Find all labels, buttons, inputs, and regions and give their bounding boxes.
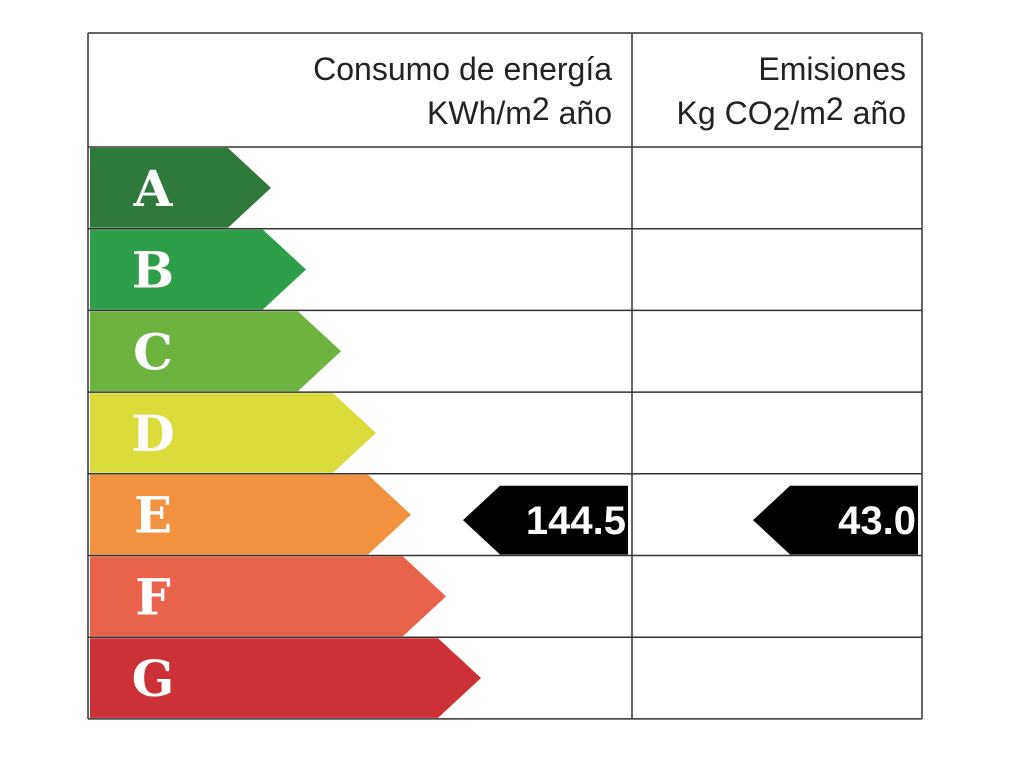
header-unit: KWh/m2​ año bbox=[427, 91, 612, 131]
header-unit: Kg CO2​/m2​ año bbox=[677, 91, 906, 137]
rating-bar bbox=[90, 638, 481, 718]
rating-bar bbox=[90, 556, 446, 637]
rating-letter: C bbox=[133, 322, 173, 381]
rating-bar bbox=[90, 229, 306, 310]
unit-part: 2 bbox=[826, 91, 844, 127]
unit-part: 2 bbox=[773, 101, 791, 137]
rating-letter: A bbox=[133, 159, 174, 218]
rating-bar bbox=[90, 148, 271, 228]
unit-part: 2 bbox=[532, 91, 550, 127]
indicator-arrow bbox=[753, 485, 918, 555]
indicator-arrow bbox=[463, 485, 628, 555]
rating-letter: B bbox=[132, 241, 174, 300]
unit-part: año bbox=[550, 95, 612, 131]
rating-letter: E bbox=[134, 486, 172, 545]
header-title: Consumo de energía bbox=[313, 51, 612, 87]
unit-part: /m bbox=[790, 95, 826, 131]
rating-letter: F bbox=[135, 567, 171, 626]
rating-bar bbox=[90, 474, 411, 555]
unit-part: KWh/m bbox=[427, 95, 532, 131]
rating-letter: D bbox=[131, 404, 174, 463]
unit-part: Kg CO bbox=[677, 95, 773, 131]
indicator-value: 144.5 bbox=[526, 499, 626, 543]
unit-part: año bbox=[844, 95, 906, 131]
rating-bar bbox=[90, 311, 341, 392]
rating-letter: G bbox=[132, 649, 175, 708]
rating-bar bbox=[90, 393, 376, 473]
header-title: Emisiones bbox=[758, 51, 906, 87]
indicator-value: 43.0 bbox=[838, 499, 916, 543]
